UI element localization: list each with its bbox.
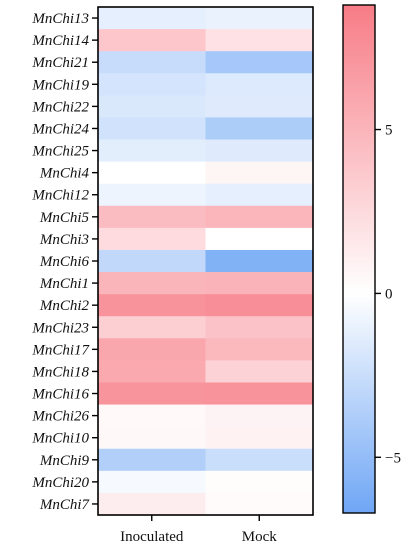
heatmap-cell (98, 404, 206, 427)
heatmap-cell (205, 338, 314, 361)
heatmap-cell (98, 448, 206, 472)
heatmap-cell (205, 161, 314, 184)
heatmap-cell (98, 95, 206, 118)
x-tick-label: Inoculated (120, 529, 184, 545)
heatmap-cell (205, 316, 314, 339)
heatmap-cell (205, 73, 314, 96)
colorbar-axis: −5 0 5 (375, 123, 401, 466)
heatmap-cell (98, 161, 206, 184)
heatmap-cell (98, 338, 206, 361)
heatmap-cell (205, 249, 314, 273)
heatmap-cell (205, 404, 314, 427)
heatmap-cell (98, 294, 206, 317)
y-tick-label: MnChi20 (31, 475, 89, 491)
heatmap-cell (98, 73, 206, 96)
heatmap-cell (98, 29, 206, 52)
y-tick-label: MnChi26 (31, 409, 89, 425)
y-tick-label: MnChi24 (31, 121, 89, 137)
heatmap-cell (98, 205, 206, 229)
y-tick-label: MnChi19 (31, 77, 89, 93)
y-tick-label: MnChi3 (39, 232, 89, 248)
y-tick-label: MnChi21 (31, 55, 89, 71)
y-tick-label: MnChi9 (39, 453, 90, 469)
heatmap-cell (205, 360, 314, 383)
y-tick-label: MnChi18 (31, 364, 89, 380)
heatmap-cell (205, 7, 314, 30)
heatmap-cell (205, 448, 314, 472)
y-tick-label: MnChi14 (31, 33, 89, 49)
y-tick-label: MnChi23 (31, 320, 89, 336)
heatmap-cell (205, 183, 314, 207)
x-tick-label: Mock (242, 529, 277, 545)
heatmap-cell (205, 51, 314, 74)
heatmap-cell (98, 272, 206, 295)
heatmap-cell (98, 492, 206, 516)
y-tick-label: MnChi2 (39, 298, 90, 314)
y-tick-label: MnChi10 (31, 431, 89, 447)
colorbar-tick-label: 5 (385, 123, 393, 139)
heatmap-cell (98, 426, 206, 450)
heatmap-cell (205, 95, 314, 118)
heatmap-cell (205, 117, 314, 140)
heatmap-cells (98, 7, 314, 516)
colorbar-tick-label: 0 (385, 286, 393, 302)
heatmap-cell (205, 227, 314, 251)
heatmap-cell (98, 470, 206, 494)
x-axis: Inoculated Mock (120, 515, 277, 545)
y-tick-label: MnChi25 (31, 144, 89, 160)
heatmap-cell (98, 227, 206, 251)
y-tick-label: MnChi6 (39, 254, 90, 270)
heatmap-cell (205, 470, 314, 494)
heatmap-cell (205, 205, 314, 229)
y-axis: MnChi13 MnChi14 MnChi21 MnChi19 MnChi22 MnChi… (31, 11, 98, 513)
heatmap-cell (98, 139, 206, 162)
heatmap-cell (205, 139, 314, 162)
heatmap-cell (205, 294, 314, 317)
heatmap-cell (98, 360, 206, 383)
y-tick-label: MnChi22 (31, 99, 89, 115)
heatmap-cell (98, 249, 206, 273)
y-tick-label: MnChi5 (39, 210, 90, 226)
y-tick-label: MnChi16 (31, 387, 89, 403)
colorbar-tick-label: −5 (385, 450, 401, 466)
heatmap-cell (205, 382, 314, 405)
heatmap-cell (98, 183, 206, 207)
heatmap-cell (205, 492, 314, 516)
y-tick-label: MnChi1 (39, 276, 89, 292)
heatmap-cell (205, 29, 314, 52)
y-tick-label: MnChi13 (31, 11, 89, 27)
y-tick-label: MnChi17 (31, 342, 90, 358)
heatmap-cell (98, 316, 206, 339)
heatmap-cell (98, 51, 206, 74)
colorbar (342, 4, 376, 514)
heatmap-cell (205, 272, 314, 295)
y-tick-label: MnChi4 (39, 166, 90, 182)
heatmap-cell (98, 382, 206, 405)
y-tick-label: MnChi7 (39, 497, 91, 513)
heatmap-cell (98, 7, 206, 30)
heatmap-cell (205, 426, 314, 450)
heatmap-cell (98, 117, 206, 140)
y-tick-label: MnChi12 (31, 188, 89, 204)
